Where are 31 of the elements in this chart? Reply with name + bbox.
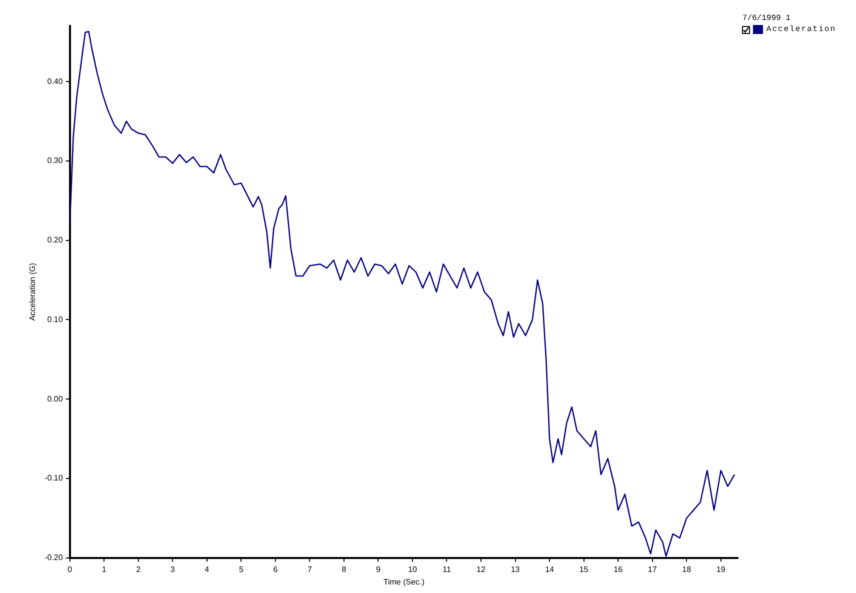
x-tick-label: 13	[510, 564, 520, 574]
y-tick-label: 0.20	[47, 236, 64, 245]
legend-label: Acceleration	[766, 25, 836, 34]
x-tick-label: 7	[307, 564, 312, 574]
x-tick-label: 2	[136, 564, 142, 574]
x-tick-label: 16	[614, 564, 624, 574]
y-tick-label: 0.40	[47, 76, 64, 86]
y-tick-label: 0.10	[47, 314, 64, 324]
x-tick-label: 10	[408, 564, 418, 574]
y-tick-label: -0.10	[44, 474, 64, 483]
legend-title: 7/6/1999 1	[742, 14, 792, 23]
y-tick-label: 0.30	[47, 156, 64, 166]
x-tick-label: 19	[716, 564, 726, 574]
y-tick-label: -0.20	[44, 553, 64, 562]
x-tick-label: 18	[682, 564, 692, 574]
x-axis-title: Time (Sec.)	[383, 577, 425, 586]
x-tick-label: 5	[238, 564, 244, 574]
x-tick-label: 11	[442, 564, 452, 574]
x-tick-label: 1	[102, 564, 107, 574]
x-tick-label: 4	[204, 564, 210, 574]
x-tick-label: 8	[342, 564, 347, 574]
x-tick-label: 17	[648, 564, 658, 574]
x-tick-label: 0	[68, 564, 73, 574]
x-tick-label: 3	[170, 564, 176, 574]
y-axis-title: Acceleration (G)	[28, 262, 38, 321]
y-tick-label: 0.00	[47, 394, 64, 404]
x-tick-label: 9	[376, 564, 381, 574]
x-tick-label: 15	[579, 564, 589, 574]
x-tick-label: 14	[545, 564, 555, 574]
x-tick-label: 6	[273, 564, 278, 574]
x-tick-label: 12	[476, 564, 486, 574]
